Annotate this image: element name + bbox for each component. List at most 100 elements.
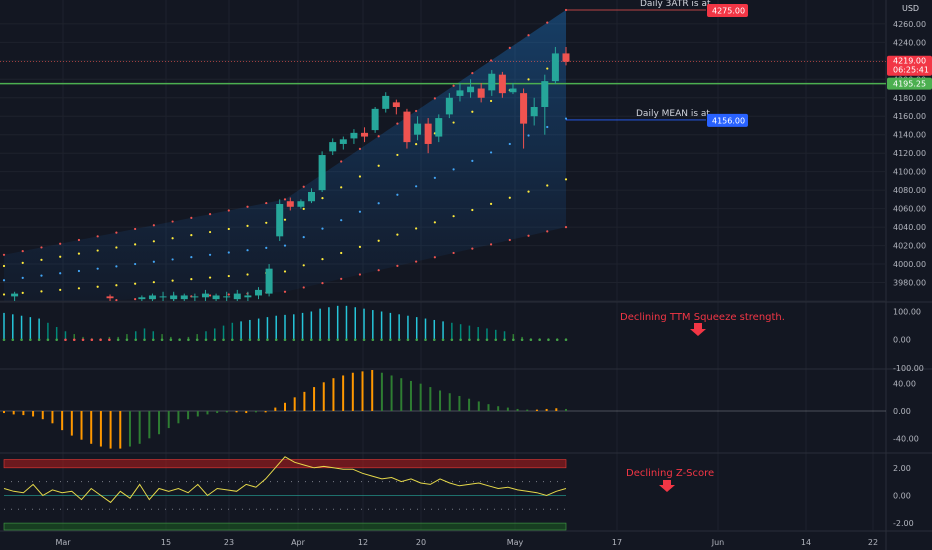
candle [159,291,167,301]
candle-body [329,142,337,152]
band-dot [508,196,511,199]
y-tick-label: 3980.00 [893,279,926,288]
band-dot [208,253,212,256]
band-dot [171,237,174,240]
band-dot [59,242,62,245]
squeeze-dot [195,338,199,342]
band-dot [283,198,287,201]
squeeze-dot [64,338,67,342]
band-dot [134,243,137,246]
candle [297,199,305,209]
band-dot [115,284,118,287]
price-pane[interactable]: Daily 3ATR is at 4275.00 Daily MEAN is a… [0,0,886,302]
band-dot [546,67,549,70]
candle-body [445,97,453,115]
band-dot [152,281,155,284]
band-dot [302,207,305,211]
band-dot [152,260,155,263]
band-dot [415,109,418,113]
atr-label: Daily 3ATR is at [640,0,711,9]
squeeze-dot [450,338,454,342]
candle-body [467,86,475,93]
candle-body [180,295,188,300]
squeeze-dot [283,338,287,342]
candle-body [286,201,294,207]
band-dot [227,274,230,278]
squeeze-dot [29,338,32,342]
squeeze-dot [248,338,252,342]
candle-body [138,297,146,300]
band-dot [358,273,362,276]
band-dot [433,256,436,259]
ttm-squeeze-pane[interactable]: Declining TTM Squeeze strength. [2,305,785,342]
candle-body [361,132,369,137]
candle-body [170,296,178,298]
squeeze-dot [169,338,173,342]
squeeze-dot [512,338,515,342]
price-axis[interactable]: USD 3980.00 4000.00 4020.00 4040.00 4060.00 4… [887,4,932,528]
candle [562,46,570,66]
z-score-pane[interactable]: Declining Z-Score [3,456,714,531]
band-dot [452,168,455,171]
band-dot [134,262,137,266]
squeeze-dot [20,338,23,342]
x-tick-label: 22 [868,538,878,547]
band-dot [77,269,81,273]
squeeze-bars [2,305,568,342]
candle-body [212,295,220,300]
band-dot [358,210,362,213]
atr-badge [707,4,748,17]
candle [456,82,464,102]
band-dot [489,202,493,205]
candle [265,264,273,297]
squeeze-dot [90,338,94,342]
squeeze-dot [11,338,15,342]
mean-label: Daily MEAN is at [636,109,710,119]
band-dot [433,221,436,224]
band-dot [340,251,343,255]
squeeze-dot [37,338,41,342]
band-dot [358,245,362,248]
momentum-pane[interactable] [0,370,886,449]
squeeze-dot [301,338,304,342]
band-dot [152,240,155,243]
band-dot [396,233,399,236]
squeeze-dot [424,338,427,342]
band-dot [190,256,193,259]
band-dot [208,230,212,234]
band-dot [115,298,118,302]
band-dot [527,78,530,81]
band-dot [358,175,362,178]
candle [244,291,252,301]
band-dot [452,121,455,124]
band-dot [471,110,474,113]
band-dot [283,244,287,247]
candle [520,88,528,149]
y-tick-label: 4040.00 [893,223,926,232]
band-dot [246,273,249,276]
candle [233,289,241,301]
x-tick-label: 14 [801,538,811,547]
candle [435,114,443,143]
band-dot [190,216,193,219]
candle [11,291,19,301]
candle-body [106,296,114,299]
candle-body [562,53,570,62]
band-dot [508,46,511,49]
squeeze-annotation: Declining TTM Squeeze strength. [620,312,785,323]
band-dot [246,249,249,252]
band-dot [77,238,81,242]
band-dot [396,122,399,125]
momentum-bars [3,370,567,449]
squeeze-dot [397,338,401,342]
band-dot [452,84,455,87]
candle-body [297,201,305,207]
band-dot [283,270,287,273]
band-dot [21,276,24,280]
squeeze-dot [485,338,489,342]
band-dot [415,185,418,188]
band-dot [171,258,174,261]
z-score-annotation: Declining Z-Score [626,468,714,479]
band-dot [227,251,230,254]
